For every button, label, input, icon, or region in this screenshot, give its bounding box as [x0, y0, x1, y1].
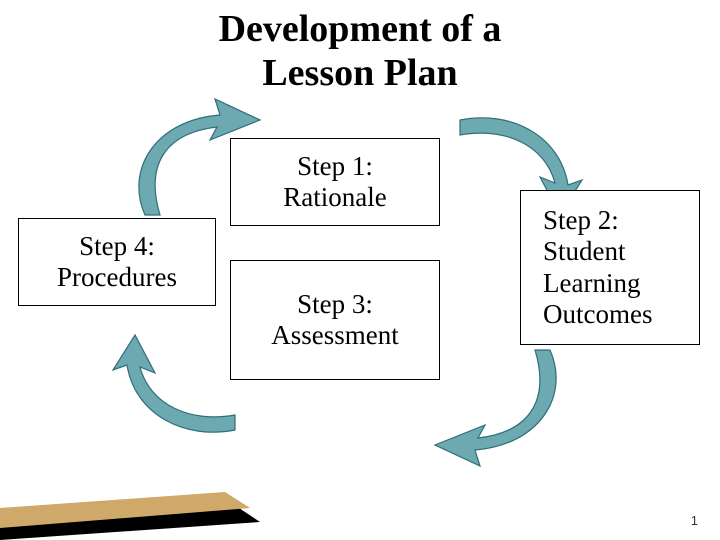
box-step1: Step 1: Rationale	[230, 138, 440, 226]
title-line-1: Development of a	[219, 8, 502, 50]
footer-decoration	[0, 470, 260, 540]
arrow-step3-to-step4	[115, 335, 245, 445]
page-title: Development of a Lesson Plan	[0, 8, 720, 95]
box-step4: Step 4: Procedures	[18, 218, 216, 306]
arrow-step2-to-step3	[430, 345, 580, 460]
page-number: 1	[691, 513, 698, 528]
title-line-2: Lesson Plan	[262, 52, 457, 94]
box-step2-label: Step 2: Student Learning Outcomes	[543, 205, 652, 329]
box-step3-label: Step 3: Assessment	[271, 289, 399, 351]
box-step2: Step 2: Student Learning Outcomes	[520, 190, 700, 345]
box-step1-label: Step 1: Rationale	[283, 151, 386, 213]
box-step4-label: Step 4: Procedures	[57, 231, 177, 293]
box-step3: Step 3: Assessment	[230, 260, 440, 380]
